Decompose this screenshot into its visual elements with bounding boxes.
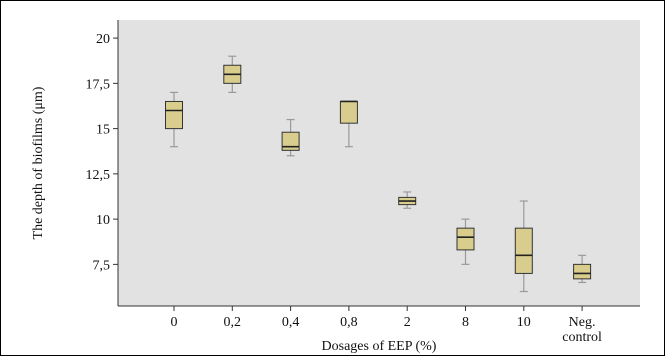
box-body xyxy=(165,100,183,130)
box-body xyxy=(514,227,533,274)
y-tick-label: 15 xyxy=(96,123,110,138)
box-1 xyxy=(223,55,242,94)
box-body xyxy=(281,131,300,151)
x-tick-label: 0,8 xyxy=(340,315,358,330)
box-5 xyxy=(456,218,475,265)
plot-area xyxy=(118,20,640,306)
y-tick-label: 20 xyxy=(96,32,110,47)
x-axis: 0 0,2 0,4 0,8 2 8 10 Neg.control xyxy=(118,305,640,345)
x-tick-label: 0 xyxy=(171,315,178,330)
y-tick-label: 17,5 xyxy=(86,77,111,92)
y-tick-label: 10 xyxy=(96,213,110,228)
y-tick-label: 7,5 xyxy=(93,258,111,273)
box-body xyxy=(456,227,475,251)
box-0 xyxy=(165,91,183,148)
x-tick-label: 0,4 xyxy=(282,315,300,330)
box-4 xyxy=(398,191,417,209)
x-tick-label: 2 xyxy=(404,315,411,330)
y-tick-label: 12,5 xyxy=(86,168,111,183)
box-6 xyxy=(514,200,533,293)
x-tick-label: 0,2 xyxy=(224,315,242,330)
boxes-layer xyxy=(165,55,592,293)
box-body xyxy=(339,100,358,124)
box-2 xyxy=(281,118,300,157)
box-body xyxy=(573,263,592,280)
y-axis: 7,5 10 12,5 15 17,5 20 xyxy=(86,20,119,306)
x-tick-label: control xyxy=(562,330,602,345)
box-7 xyxy=(573,254,592,284)
x-tick-label: 10 xyxy=(517,315,531,330)
x-tick-label: Neg. xyxy=(569,315,596,330)
x-tick-label: 8 xyxy=(462,315,469,330)
box-3 xyxy=(339,100,358,148)
y-axis-title: The depth of biofilms (μm) xyxy=(31,86,46,239)
x-axis-title: Dosages of EEP (%) xyxy=(322,339,437,354)
